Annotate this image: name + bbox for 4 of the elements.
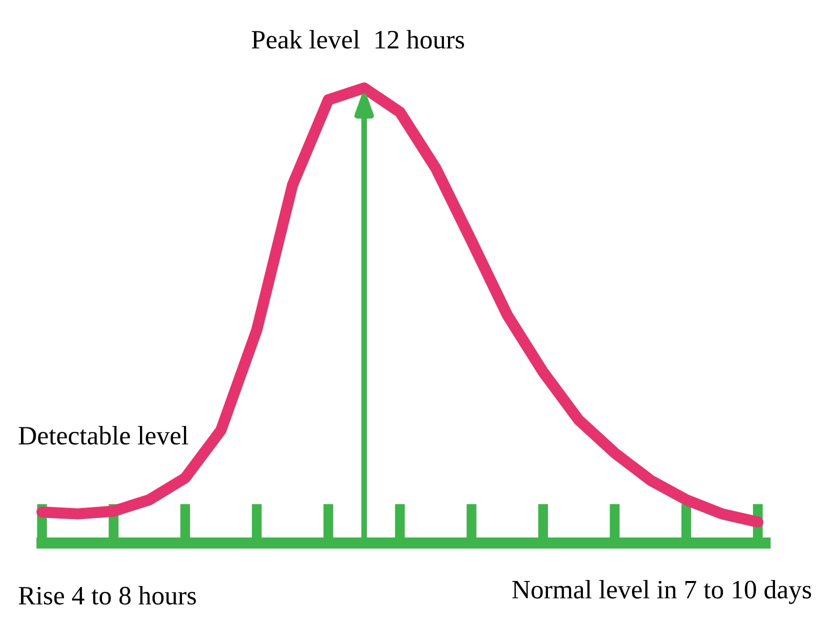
text: Normal level in 7 to 10 days <box>512 580 812 604</box>
text: Peak level 12 hours <box>252 30 464 49</box>
text: Rise 4 to 8 hours <box>18 586 196 605</box>
annotation: Detectable level <box>18 426 188 445</box>
